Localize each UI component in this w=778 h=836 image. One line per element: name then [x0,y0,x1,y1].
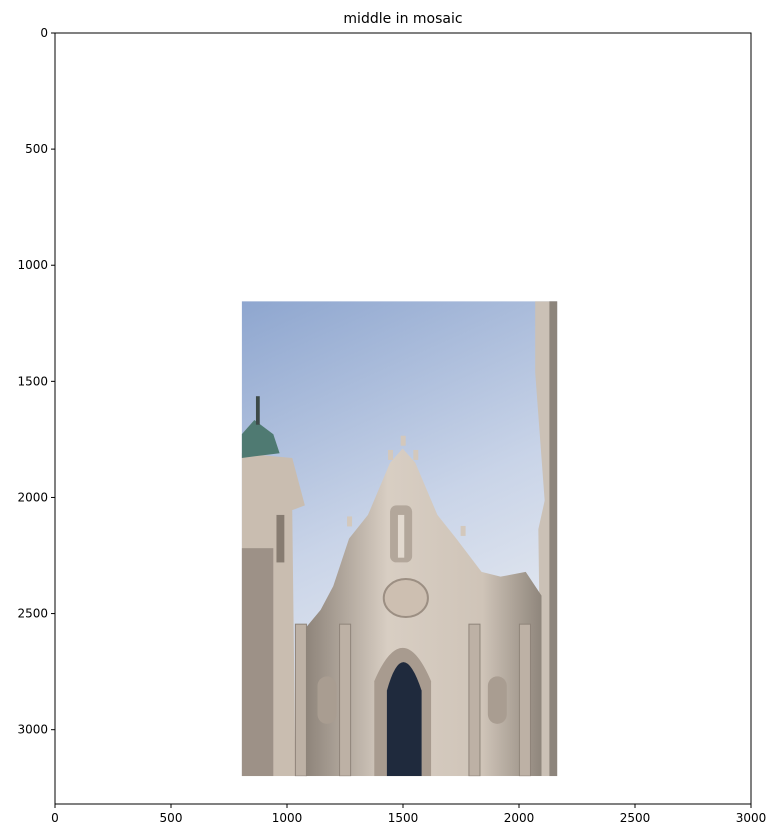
y-tick-label: 3000 [17,723,48,737]
medallion [382,578,429,619]
dome-finial [255,396,260,425]
finial [347,516,353,527]
y-tick-label: 1500 [17,374,48,388]
y-tick-label: 2000 [17,490,48,504]
x-tick-label: 1000 [272,811,303,825]
x-tick-label: 500 [160,811,183,825]
side-niche [317,676,337,724]
y-axis: 0 500 1000 1500 2000 2500 3000 [17,26,55,737]
green-dome [241,419,280,458]
y-tick-label: 2500 [17,607,48,621]
x-axis: 0 500 1000 1500 2000 2500 3000 [51,804,766,825]
x-tick-label: 2500 [620,811,651,825]
x-tick-label: 0 [51,811,59,825]
chart-title: middle in mosaic [343,11,462,27]
arched-window [386,662,422,777]
x-tick-label: 2000 [504,811,535,825]
y-tick-label: 1000 [17,258,48,272]
finial [460,525,466,536]
finial [400,435,406,446]
y-tick-label: 500 [25,142,48,156]
left-tower-shadow [241,548,274,777]
x-tick-label: 1500 [388,811,419,825]
y-tick-label: 0 [40,26,48,40]
x-tick-label: 3000 [736,811,767,825]
tower-window [276,514,285,563]
column [518,623,531,777]
column [294,623,307,777]
church-facade [304,448,542,777]
mosaic-image [241,301,558,777]
column [339,623,352,777]
column [468,623,481,777]
statue [397,514,405,558]
right-tower-shadow [549,301,558,777]
finial [413,449,419,460]
side-niche [487,676,507,724]
finial [388,449,394,460]
